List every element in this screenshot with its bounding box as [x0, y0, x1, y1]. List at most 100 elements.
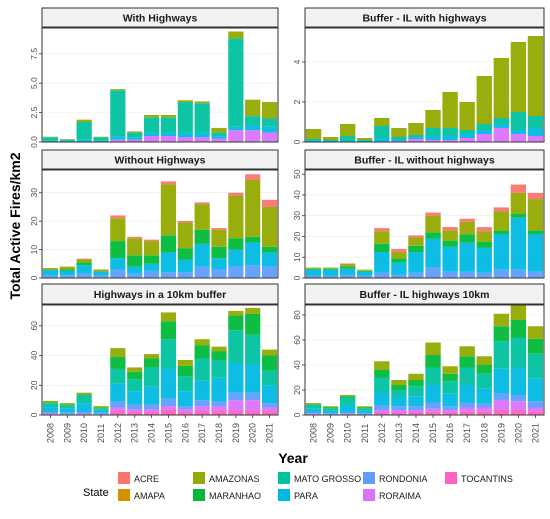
bar-segment	[477, 231, 492, 241]
bar-segment	[323, 413, 338, 414]
x-tick-label: 2011	[96, 424, 106, 443]
bar-segment	[306, 403, 321, 404]
bar-segment	[340, 267, 355, 269]
bar-segment	[340, 405, 355, 413]
bar-segment	[374, 126, 389, 138]
bar-segment	[211, 138, 226, 142]
bar-segment	[494, 270, 509, 278]
x-tick-label: 2017	[197, 423, 207, 443]
bar-segment	[425, 268, 440, 278]
bar-segment	[245, 180, 260, 237]
x-tick-label: 2012	[377, 423, 387, 443]
bar-segment	[528, 411, 543, 415]
legend-swatch	[363, 489, 375, 501]
bar-segment	[228, 193, 243, 196]
bar-segment	[127, 137, 142, 139]
bar-segment	[528, 354, 543, 379]
bar-segment	[442, 394, 457, 407]
bar-segment	[262, 370, 277, 385]
bar-segment	[110, 411, 125, 415]
bar-segment	[245, 308, 260, 314]
bar-segment	[528, 234, 543, 271]
bar-segment	[494, 212, 509, 231]
legend-swatch	[445, 472, 457, 484]
bar-segment	[43, 137, 58, 138]
bar-segment	[228, 411, 243, 415]
bar-segment	[127, 255, 142, 266]
legend-swatch	[118, 472, 130, 484]
bar-segment	[228, 330, 243, 363]
bar-segment	[408, 235, 423, 237]
bar-segment	[323, 406, 338, 407]
bar-segment	[477, 130, 492, 134]
y-tick-label: 5.0	[29, 77, 39, 89]
x-tick-label: 2013	[394, 423, 404, 443]
bar-segment	[228, 238, 243, 249]
bar-segment	[528, 136, 543, 142]
bar-segment	[195, 400, 210, 406]
bar-segment	[245, 393, 260, 400]
bar-segment	[408, 135, 423, 137]
bar-segment	[511, 320, 526, 338]
x-tick-label: 2015	[163, 423, 173, 443]
bar-segment	[459, 222, 474, 234]
bar-segment	[161, 181, 176, 184]
bar-segment	[391, 406, 406, 410]
bar-segment	[459, 411, 474, 415]
y-tick-label: 40	[292, 190, 302, 200]
bar-segment	[442, 92, 457, 128]
bar-segment	[262, 127, 277, 133]
bar-segment	[408, 374, 423, 380]
bar-segment	[459, 368, 474, 386]
x-tick-label: 2020	[513, 423, 523, 443]
x-tick-label: 2014	[411, 423, 421, 443]
bar-segment	[127, 238, 142, 255]
legend-swatch	[278, 472, 290, 484]
y-tick-label: 50	[292, 169, 302, 179]
bar-segment	[357, 270, 372, 271]
panel-title: Buffer - IL highways 10km	[360, 289, 490, 301]
bar-segment	[528, 128, 543, 136]
bar-segment	[459, 130, 474, 134]
bar-segment	[245, 130, 260, 142]
bar-segment	[228, 311, 243, 315]
bar-segment	[195, 103, 210, 132]
bar-segment	[211, 136, 226, 138]
bar-segment	[442, 366, 457, 374]
bar-segment	[357, 413, 372, 414]
bar-segment	[60, 269, 75, 270]
bar-segment	[494, 394, 509, 400]
legend-swatch	[363, 472, 375, 484]
bar-segment	[442, 227, 457, 230]
bar-segment	[178, 406, 193, 409]
bar-segment	[60, 403, 75, 404]
bar-segment	[43, 408, 58, 412]
bar-segment	[442, 136, 457, 140]
bar-segment	[144, 133, 159, 137]
bar-segment	[245, 100, 260, 116]
y-tick-label: 0	[29, 275, 39, 280]
bar-segment	[60, 139, 75, 140]
bar-segment	[77, 265, 92, 274]
bar-segment	[93, 137, 108, 141]
y-tick-label: 60	[29, 321, 39, 331]
bar-segment	[340, 396, 355, 397]
x-tick-label: 2019	[496, 423, 506, 443]
bar-segment	[408, 273, 423, 278]
bar-segment	[60, 267, 75, 270]
y-axis-label: Total Active Fires/km2	[7, 152, 23, 299]
bar-segment	[211, 133, 226, 137]
bar-segment	[425, 128, 440, 136]
bar-segment	[340, 265, 355, 267]
bar-segment	[511, 395, 526, 401]
bar-segment	[110, 384, 125, 402]
bar-segment	[228, 127, 243, 131]
bar-segment	[408, 252, 423, 273]
bar-segment	[144, 387, 159, 405]
panel-title: Without Highways	[115, 155, 206, 167]
bar-segment	[195, 359, 210, 381]
bar-segment	[211, 230, 226, 247]
bar-segment	[391, 385, 406, 390]
bar-segment	[127, 405, 142, 409]
